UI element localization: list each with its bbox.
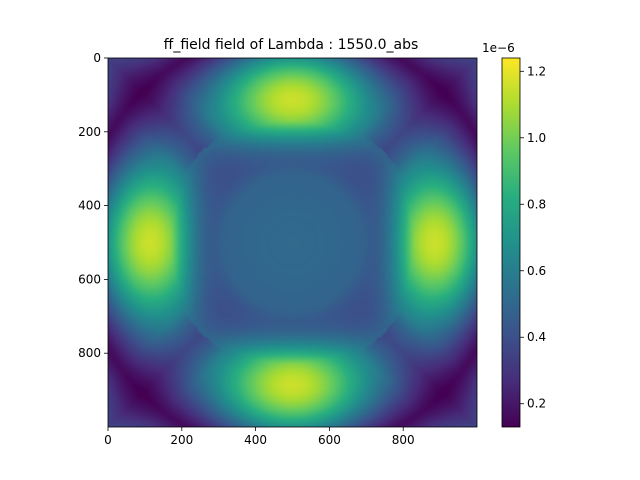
colorbar-tick-label: 0.6 (527, 264, 546, 278)
y-tick-label: 200 (78, 125, 101, 139)
x-tick-label: 0 (104, 433, 112, 447)
y-tick: 800 (78, 346, 108, 360)
x-tick-label: 800 (392, 433, 415, 447)
colorbar-tick-label: 0.4 (527, 330, 546, 344)
y-tick: 200 (78, 125, 108, 139)
colorbar-tick: 0.8 (520, 197, 546, 211)
y-tick: 600 (78, 272, 108, 286)
y-axis: 0 200 400 600 800 (78, 51, 108, 360)
x-tick-label: 600 (318, 433, 341, 447)
x-tick: 800 (392, 427, 415, 447)
x-tick-label: 200 (170, 433, 193, 447)
colorbar-frame (501, 57, 521, 428)
colorbar-tick-label: 0.2 (527, 397, 546, 411)
colorbar-tick: 0.6 (520, 264, 546, 278)
colorbar-tick-label: 1.2 (527, 64, 546, 78)
plot-frame (107, 57, 478, 428)
y-tick: 0 (93, 51, 108, 65)
colorbar-tick-label: 1.0 (527, 131, 546, 145)
chart-title: ff_field field of Lambda : 1550.0_abs (164, 37, 419, 53)
x-tick: 200 (170, 427, 193, 447)
y-tick-label: 600 (78, 272, 101, 286)
colorbar-axis: 0.2 0.4 0.6 0.8 1.0 1.2 (520, 64, 546, 411)
y-tick-label: 0 (93, 51, 101, 65)
colorbar-tick: 0.2 (520, 397, 546, 411)
heatmap-image (108, 58, 477, 427)
colorbar-tick-label: 0.8 (527, 197, 546, 211)
colorbar-tick: 0.4 (520, 330, 546, 344)
y-tick: 400 (78, 199, 108, 213)
colorbar-tick: 1.2 (520, 64, 546, 78)
heatmap-raster (108, 58, 477, 427)
heatmap-plot-area (107, 57, 478, 428)
colorbar-exponent-label: 1e−6 (482, 41, 515, 55)
y-tick-label: 400 (78, 199, 101, 213)
colorbar-gradient (502, 58, 520, 427)
x-tick-label: 400 (244, 433, 267, 447)
x-tick: 600 (318, 427, 341, 447)
colorbar-tick: 1.0 (520, 131, 546, 145)
x-tick: 400 (244, 427, 267, 447)
y-tick-label: 800 (78, 346, 101, 360)
x-tick: 0 (104, 427, 112, 447)
x-axis: 0 200 400 600 800 (104, 427, 415, 447)
colorbar: 0.2 0.4 0.6 0.8 1.0 1.2 1e−6 (482, 41, 546, 428)
